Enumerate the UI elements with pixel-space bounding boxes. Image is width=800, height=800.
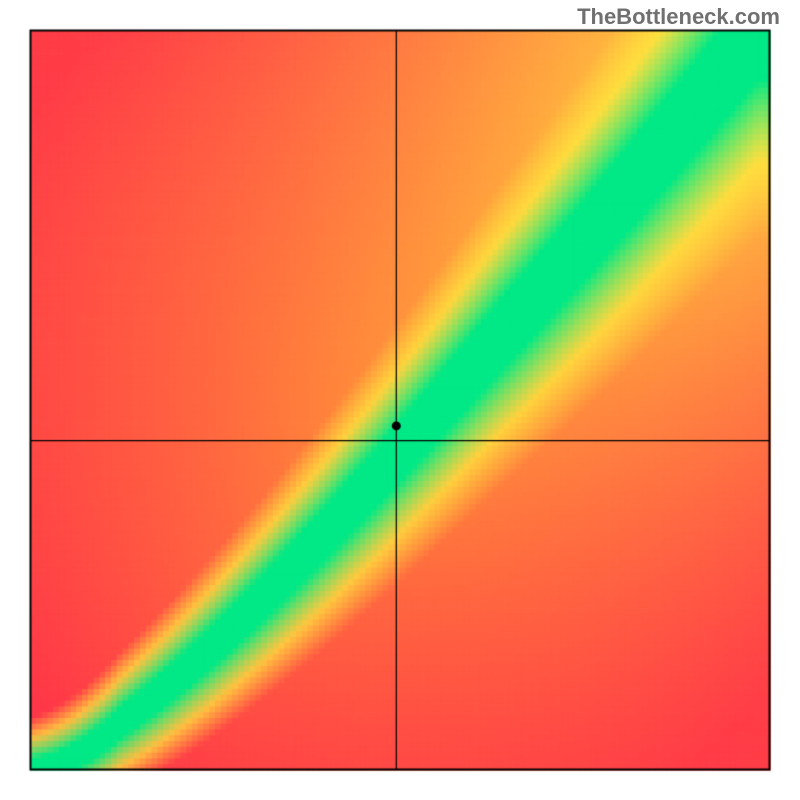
chart-container: TheBottleneck.com <box>0 0 800 800</box>
watermark-text: TheBottleneck.com <box>577 4 780 30</box>
bottleneck-heatmap <box>0 0 800 800</box>
